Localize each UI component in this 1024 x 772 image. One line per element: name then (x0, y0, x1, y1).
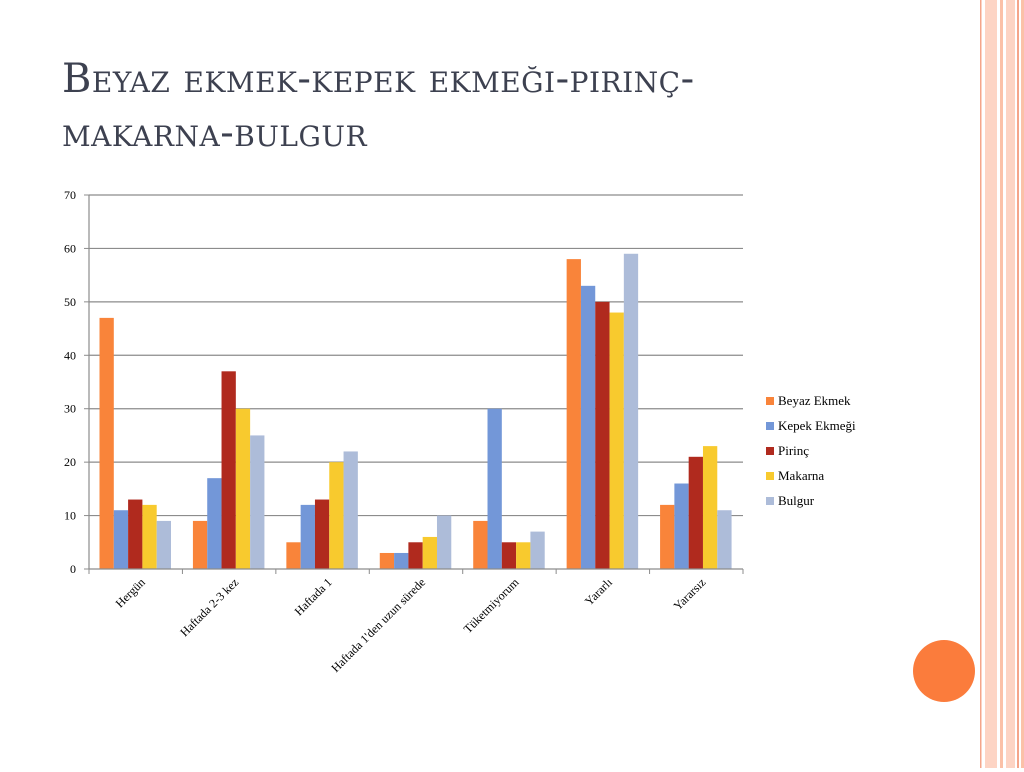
bar (473, 520, 488, 569)
bar (487, 408, 502, 569)
legend-swatch (766, 497, 774, 505)
bar (286, 542, 301, 569)
bar (343, 451, 358, 569)
bar (250, 435, 265, 569)
bar (128, 499, 143, 569)
x-tick-label: Hergün (113, 575, 148, 610)
bar (717, 510, 732, 569)
bar (516, 542, 531, 569)
stripe-pattern (976, 0, 1024, 768)
bar (702, 446, 718, 569)
bar (609, 312, 624, 569)
chart-bars (99, 253, 732, 569)
bar (688, 456, 703, 569)
bar (221, 371, 236, 569)
x-tick-label: Yararlı (582, 575, 616, 609)
bar (660, 504, 675, 569)
x-tick-label: Tüketmiyorum (461, 575, 522, 636)
bar (99, 317, 114, 569)
bar (422, 536, 437, 569)
legend-label: Kepek Ekmeği (778, 418, 856, 433)
y-tick-label: 30 (64, 402, 76, 416)
bar (329, 462, 344, 569)
bar (408, 542, 423, 569)
y-tick-label: 40 (64, 348, 76, 362)
bar (436, 515, 452, 569)
y-axis-ticks: 0 10 20 30 40 50 60 70 (64, 188, 89, 576)
y-tick-label: 70 (64, 188, 76, 202)
bar-chart: 0 10 20 30 40 50 60 70 Hergün Haftada 2-3 kez Haf… (64, 188, 856, 675)
decorative-circle (913, 640, 975, 702)
x-tick-label: Haftada 1 (292, 575, 335, 618)
x-tick-label: Haftada 2-3 kez (177, 575, 241, 639)
chart-gridlines (89, 194, 743, 517)
chart-axes (88, 195, 744, 574)
y-tick-label: 0 (70, 562, 76, 576)
bar (156, 520, 171, 569)
bar (501, 542, 517, 569)
bar (235, 408, 251, 569)
y-tick-label: 50 (64, 295, 76, 309)
legend-label: Bulgur (778, 493, 815, 508)
bar (314, 499, 330, 569)
bar (142, 504, 157, 569)
bar (580, 285, 596, 569)
bar (192, 520, 208, 569)
legend-label: Makarna (778, 468, 824, 483)
legend-label: Pirinç (778, 443, 809, 458)
legend-swatch (766, 472, 774, 480)
bar (207, 478, 222, 569)
y-tick-label: 10 (64, 509, 76, 523)
legend-label: Beyaz Ekmek (778, 393, 851, 408)
legend-swatch (766, 422, 774, 430)
x-tick-label: Yararsız (671, 575, 709, 613)
chart-legend: Beyaz Ekmek Kepek Ekmeği Pirinç Makarna Bulg… (766, 393, 856, 508)
bar (300, 504, 315, 569)
legend-swatch (766, 447, 774, 455)
bar (566, 259, 581, 569)
decorative-stripes (976, 0, 1024, 768)
x-tick-label: Haftada 1'den uzun sürede (328, 575, 428, 675)
slide-title: Beyaz ekmek-kepek ekmeği-pirinç-makarna-… (62, 56, 695, 156)
bar (595, 301, 610, 569)
y-tick-label: 20 (64, 455, 76, 469)
bar (674, 483, 689, 569)
y-tick-label: 60 (64, 241, 76, 255)
legend-swatch (766, 397, 774, 405)
bar (379, 552, 395, 569)
bar (530, 531, 545, 569)
bar (623, 253, 639, 569)
bar (394, 552, 409, 569)
bar (113, 510, 129, 569)
